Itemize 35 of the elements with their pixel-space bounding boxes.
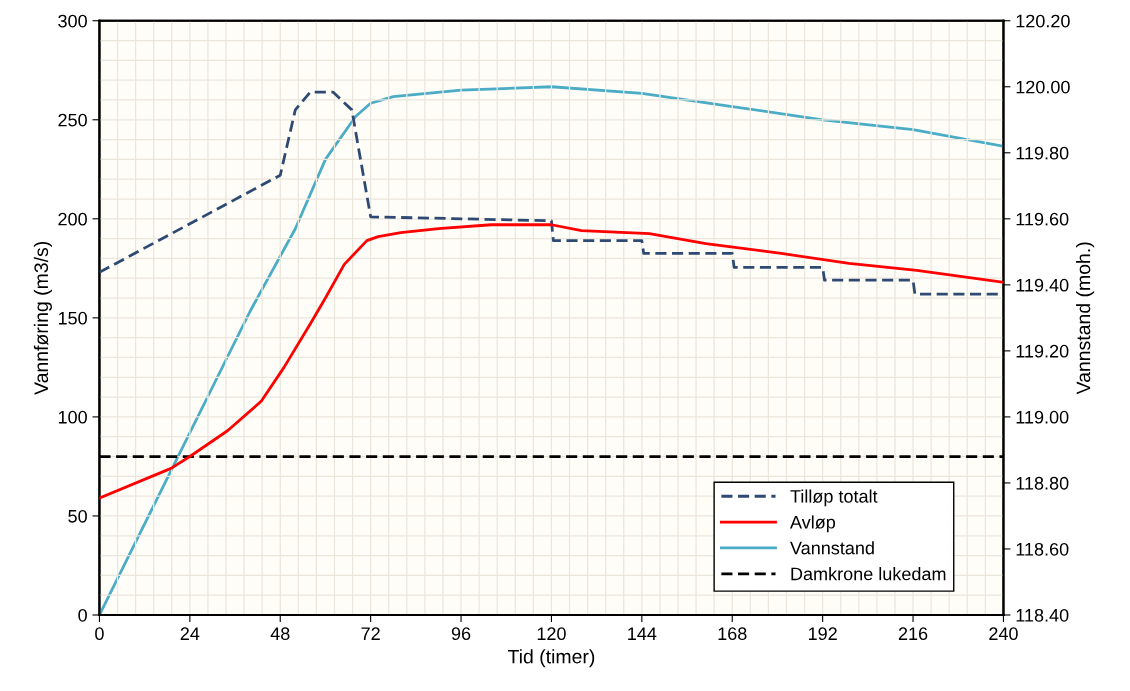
y2-tick-label: 119.00 — [1016, 410, 1069, 424]
legend-label: Vannstand — [790, 541, 874, 555]
y2-tick-label: 120.00 — [1016, 80, 1070, 94]
y-tick-label: 0 — [78, 608, 87, 622]
y2-tick-label: 119.60 — [1016, 212, 1069, 226]
legend-label: Tilløp totalt — [790, 489, 878, 507]
x-tick-label: 168 — [718, 627, 747, 641]
x-tick-label: 96 — [451, 627, 471, 641]
legend-label: Avløp — [790, 515, 836, 533]
y-tick-label: 300 — [58, 14, 87, 28]
y-tick-label: 50 — [68, 509, 87, 523]
x-tick-label: 192 — [808, 627, 837, 641]
y2-tick-label: 118.60 — [1016, 542, 1069, 556]
y-tick-label: 150 — [58, 311, 87, 325]
x-tick-label: 48 — [270, 627, 290, 641]
y2-tick-label: 118.40 — [1016, 608, 1069, 622]
x-tick-label: 24 — [180, 627, 200, 640]
y2-tick-label: 119.20 — [1016, 344, 1069, 358]
x-tick-label: 216 — [898, 627, 928, 641]
y2-axis-title: Vannstand (moh.) — [1076, 242, 1095, 395]
y-tick-label: 250 — [58, 113, 87, 127]
x-axis-title: Tid (timer) — [507, 649, 595, 668]
x-tick-label: 120 — [537, 627, 566, 641]
y2-tick-label: 119.80 — [1016, 146, 1069, 160]
y-tick-label: 200 — [58, 212, 87, 226]
y2-tick-label: 120.20 — [1016, 14, 1070, 28]
x-tick-label: 72 — [361, 627, 380, 640]
x-tick-label: 240 — [989, 627, 1018, 641]
x-tick-label: 144 — [628, 627, 657, 640]
y2-tick-label: 118.80 — [1016, 476, 1069, 490]
y2-tick-label: 119.40 — [1016, 278, 1069, 292]
legend-label: Damkrone lukedam — [791, 567, 946, 581]
x-tick-label: 0 — [95, 627, 104, 641]
y-tick-label: 100 — [58, 410, 87, 424]
y-axis-title: Vannføring (m3/s) — [33, 241, 52, 395]
